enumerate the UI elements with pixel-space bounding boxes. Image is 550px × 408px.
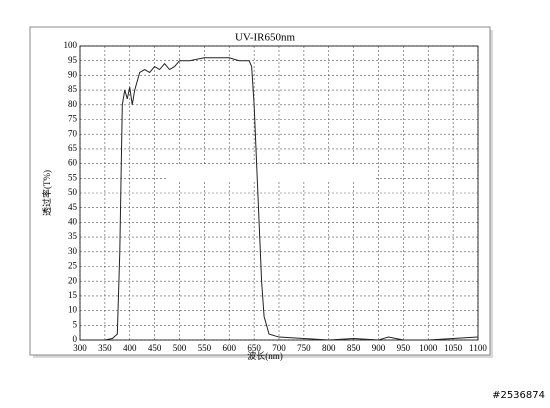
- y-tick-label: 25: [68, 261, 78, 271]
- x-tick-label: 800: [322, 343, 336, 353]
- x-tick-label: 450: [148, 343, 162, 353]
- y-tick-label: 65: [68, 143, 78, 153]
- y-tick-label: 10: [68, 305, 78, 315]
- mask: [168, 164, 376, 182]
- y-tick-label: 50: [68, 187, 78, 197]
- data-line: [80, 57, 479, 341]
- x-tick-label: 750: [297, 343, 311, 353]
- x-tick-label: 700: [272, 343, 286, 353]
- y-tick-label: 75: [68, 114, 78, 124]
- y-tick-label: 80: [68, 99, 78, 109]
- x-tick-label: 650: [247, 343, 261, 353]
- y-tick-label: 0: [73, 334, 78, 344]
- x-tick-label: 500: [173, 343, 187, 353]
- x-tick-label: 550: [198, 343, 212, 353]
- x-tick-label: 850: [347, 343, 361, 353]
- y-tick-label: 15: [68, 290, 78, 300]
- y-tick-label: 95: [68, 55, 78, 65]
- y-tick-label: 55: [68, 172, 78, 182]
- x-tick-label: 1050: [444, 343, 463, 353]
- y-tick-label: 35: [68, 231, 78, 241]
- plot-area: [79, 45, 479, 341]
- x-tick-label: 1000: [419, 343, 438, 353]
- chart-title: UV-IR650nm: [235, 32, 296, 44]
- x-tick-label: 950: [397, 343, 411, 353]
- y-tick-label: 85: [68, 84, 78, 94]
- y-tick-label: 45: [68, 202, 78, 212]
- x-tick-label: 300: [73, 343, 87, 353]
- x-tick-label: 400: [123, 343, 137, 353]
- x-axis-label: 波长(nm): [247, 350, 283, 361]
- y-tick-label: 60: [68, 158, 78, 168]
- y-tick-label: 40: [68, 216, 78, 226]
- x-tick-label: 350: [98, 343, 112, 353]
- y-axis-label: 透过率(T%): [41, 170, 52, 216]
- y-tick-label: 100: [64, 40, 78, 50]
- watermark: #2536874: [492, 390, 545, 401]
- x-tick-label: 1100: [469, 343, 487, 353]
- frame: [29, 26, 491, 356]
- y-tick-label: 5: [73, 319, 78, 329]
- y-tick-label: 70: [68, 128, 78, 138]
- x-tick-label: 900: [372, 343, 386, 353]
- y-tick-label: 30: [68, 246, 78, 256]
- y-tick-label: 90: [68, 69, 78, 79]
- x-tick-label: 600: [223, 343, 237, 353]
- y-tick-label: 20: [68, 275, 78, 285]
